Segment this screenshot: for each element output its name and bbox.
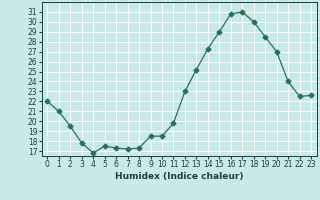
X-axis label: Humidex (Indice chaleur): Humidex (Indice chaleur) <box>115 172 244 181</box>
